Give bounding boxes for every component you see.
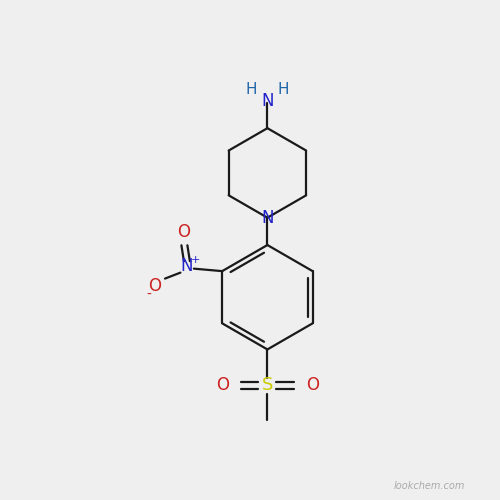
Text: O: O bbox=[306, 376, 318, 394]
Text: H: H bbox=[278, 82, 289, 97]
Text: S: S bbox=[262, 376, 273, 394]
Text: O: O bbox=[216, 376, 229, 394]
Text: N: N bbox=[261, 92, 274, 110]
Text: N: N bbox=[261, 208, 274, 226]
Text: lookchem.com: lookchem.com bbox=[394, 481, 464, 491]
Text: O: O bbox=[148, 277, 162, 295]
Text: H: H bbox=[246, 82, 257, 97]
Text: O: O bbox=[178, 223, 190, 241]
Text: -: - bbox=[146, 288, 151, 302]
Text: N: N bbox=[180, 257, 192, 275]
Text: +: + bbox=[190, 254, 200, 264]
